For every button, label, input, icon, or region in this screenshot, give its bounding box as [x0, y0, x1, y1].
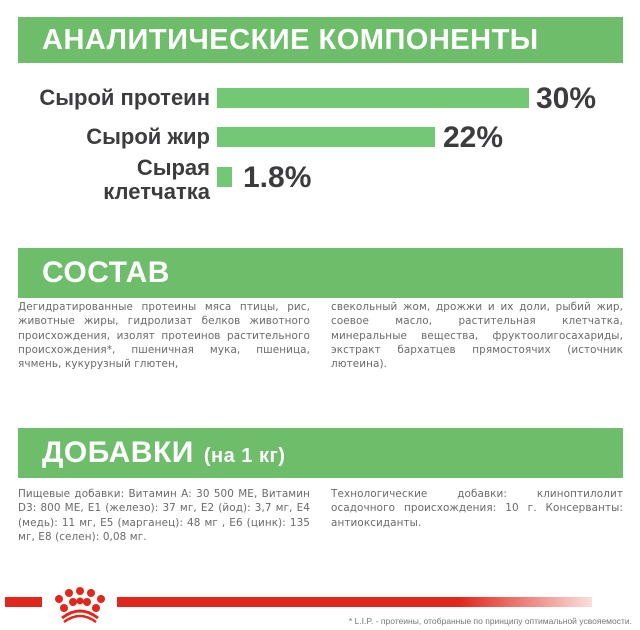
additives-title: ДОБАВКИ — [42, 436, 194, 469]
composition-banner: СОСТАВ — [18, 248, 623, 298]
fat-value: 22% — [443, 121, 504, 154]
composition-text-col1: Дегидратированные протеины мяса птицы, р… — [18, 301, 310, 371]
composition-text-col2: свекольный жом, дрожжи и их доли, рыбий … — [331, 301, 623, 371]
fiber-bar — [217, 167, 232, 187]
protein-value: 30% — [536, 82, 597, 115]
crown-icon — [55, 587, 105, 624]
analytics-banner: АНАЛИТИЧЕСКИЕ КОМПОНЕНТЫ — [18, 17, 623, 63]
brand-line-left — [5, 597, 42, 607]
fiber-label: Сырая клетчатка — [103, 156, 210, 204]
fat-label: Сырой жир — [86, 124, 210, 149]
additives-text-col2: Технологические добавки: клиноптилолит о… — [331, 488, 623, 529]
additives-banner: ДОБАВКИ (на 1 кг) — [18, 428, 623, 478]
additives-subtitle: (на 1 кг) — [203, 444, 286, 467]
protein-bar — [217, 88, 529, 108]
additives-text-col1: Пищевые добавки: Витамин А: 30 500 МЕ, В… — [18, 488, 310, 543]
analytics-title: АНАЛИТИЧЕСКИЕ КОМПОНЕНТЫ — [42, 23, 539, 56]
composition-title: СОСТАВ — [42, 256, 170, 289]
fiber-value: 1.8% — [243, 161, 312, 194]
fiber-label-line1: Сырая — [136, 155, 210, 180]
footnote: * L.I.P. - протеины, отобранные по принц… — [348, 616, 632, 626]
brand-line-right — [117, 597, 592, 607]
protein-label: Сырой протеин — [39, 85, 210, 110]
fat-bar — [217, 127, 435, 147]
fiber-label-line2: клетчатка — [103, 179, 210, 204]
